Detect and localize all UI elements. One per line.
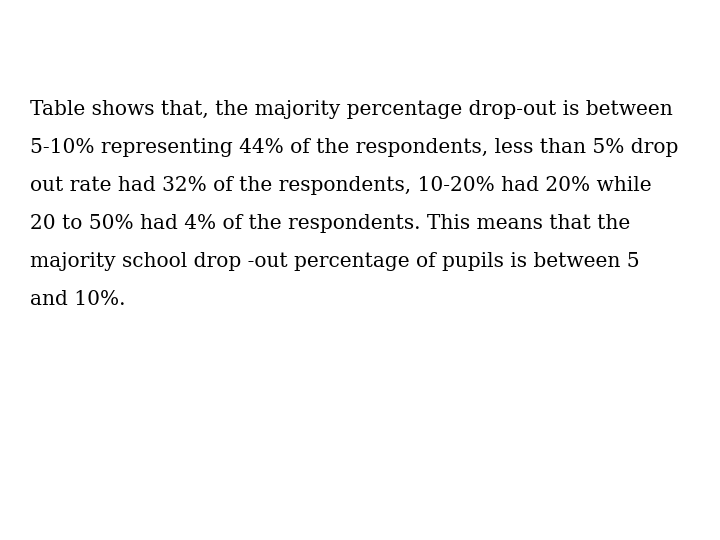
- Text: and 10%.: and 10%.: [30, 290, 125, 309]
- Text: out rate had 32% of the respondents, 10-20% had 20% while: out rate had 32% of the respondents, 10-…: [30, 176, 652, 195]
- Text: 20 to 50% had 4% of the respondents. This means that the: 20 to 50% had 4% of the respondents. Thi…: [30, 214, 630, 233]
- Text: majority school drop -out percentage of pupils is between 5: majority school drop -out percentage of …: [30, 252, 639, 271]
- Text: 5-10% representing 44% of the respondents, less than 5% drop: 5-10% representing 44% of the respondent…: [30, 138, 678, 157]
- Text: Table shows that, the majority percentage drop-out is between: Table shows that, the majority percentag…: [30, 100, 672, 119]
